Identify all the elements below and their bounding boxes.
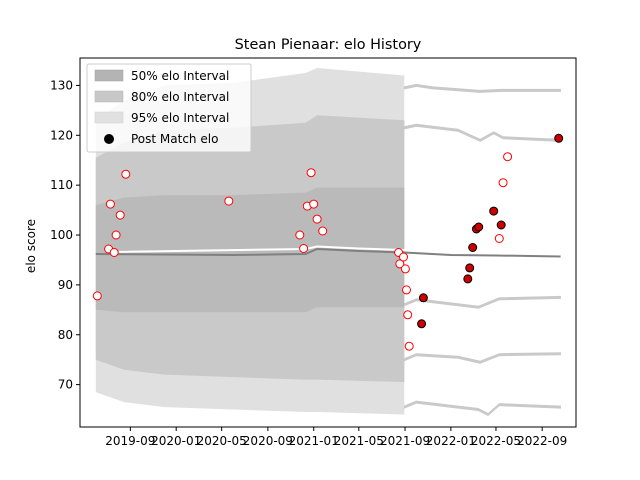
elo-point-filled-1 (417, 319, 427, 329)
elo-point-open-7 (224, 196, 234, 206)
elo-point-filled-0 (418, 293, 428, 303)
elo-point-open-5 (115, 210, 125, 220)
interval-track-t76 (404, 352, 561, 364)
elo-point-open-9 (299, 244, 309, 253)
x-tick-label-0: 2019-09 (105, 434, 155, 448)
elo-point-open-23 (498, 178, 508, 188)
legend-label-95: 95% elo Interval (131, 111, 229, 125)
legend: 50% elo Interval 80% elo Interval 95% el… (86, 63, 252, 153)
x-tick-label-3: 2020-09 (243, 434, 293, 448)
elo-point-filled-6 (474, 222, 484, 232)
x-axis: 2019-092020-012020-052020-092021-012021-… (105, 427, 567, 448)
legend-marker-post-match (104, 134, 114, 144)
post-match-line (112, 245, 405, 253)
y-tick-label-120: 120 (50, 128, 73, 142)
interval-track-t87 (404, 295, 561, 309)
elo-point-filled-2 (463, 274, 473, 284)
interval-track-t120 (404, 123, 561, 142)
x-tick-label-7: 2022-01 (426, 434, 476, 448)
x-tick-label-9: 2022-09 (517, 434, 567, 448)
y-tick-label-80: 80 (58, 328, 73, 342)
elo-point-filled-8 (496, 220, 506, 230)
y-tick-label-100: 100 (50, 228, 73, 242)
elo-point-open-24 (503, 152, 513, 162)
interval-track-t130 (404, 83, 561, 93)
elo-point-open-18 (400, 264, 410, 274)
y-tick-label-130: 130 (50, 78, 73, 92)
elo-point-filled-7 (489, 206, 499, 216)
x-tick-label-1: 2020-01 (151, 434, 201, 448)
elo-point-filled-4 (468, 243, 478, 252)
plot-frame (79, 57, 577, 428)
legend-label-80: 80% elo Interval (131, 90, 229, 104)
elo-point-open-21 (404, 341, 414, 351)
elo-point-filled-3 (465, 263, 475, 273)
x-tick-label-6: 2021-09 (380, 434, 430, 448)
elo-point-open-19 (402, 285, 411, 295)
x-tick-label-2: 2020-05 (197, 434, 247, 448)
y-tick-label-110: 110 (50, 178, 73, 192)
elo-point-open-3 (109, 248, 119, 257)
chart-title: Stean Pienaar: elo History (235, 37, 422, 53)
elo-point-open-22 (494, 234, 504, 243)
legend-label-post-match: Post Match elo (131, 132, 218, 146)
elo-point-open-17 (399, 252, 408, 262)
y-tick-label-70: 70 (58, 378, 73, 392)
elo-point-open-6 (121, 169, 131, 179)
elo-point-open-2 (105, 199, 115, 209)
legend-label-50: 50% elo Interval (131, 69, 229, 83)
elo-point-open-20 (403, 310, 413, 320)
elo-point-open-12 (309, 199, 319, 209)
elo-point-open-11 (306, 168, 316, 178)
y-tick-label-90: 90 (58, 278, 73, 292)
elo-point-open-0 (92, 291, 102, 301)
elo-point-open-13 (312, 214, 322, 224)
legend-box (86, 63, 252, 153)
x-tick-label-4: 2021-01 (289, 434, 339, 448)
legend-swatch-50 (94, 69, 124, 82)
elo-point-open-14 (318, 226, 328, 236)
y-axis-label: elo score (24, 219, 38, 273)
elo-point-open-8 (295, 230, 305, 240)
legend-swatch-80 (94, 90, 124, 103)
interval-track-t66 (404, 400, 561, 417)
y-axis: 70 80 90 100 110 120 130 (50, 78, 80, 392)
elo-point-open-4 (111, 230, 121, 240)
elo-point-open-16 (395, 259, 405, 269)
elo-point-filled-9 (554, 133, 564, 143)
x-tick-label-8: 2022-05 (471, 434, 521, 448)
mean-elo-line (95, 247, 561, 258)
x-tick-label-5: 2021-05 (334, 434, 384, 448)
plot-area (92, 68, 564, 417)
legend-swatch-95 (94, 111, 124, 124)
